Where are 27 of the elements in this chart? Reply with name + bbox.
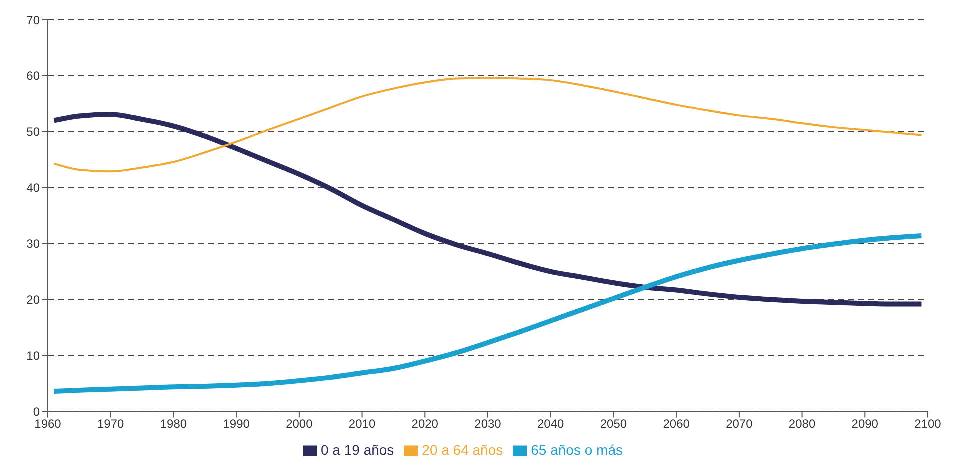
x-tick-label: 2040	[538, 417, 565, 432]
x-tick-label: 2010	[348, 417, 376, 432]
x-tick-label: 2100	[914, 417, 942, 432]
x-tick-label: 2090	[852, 417, 879, 432]
legend-label: 0 a 19 años	[321, 442, 394, 458]
x-tick-label: 2020	[412, 417, 439, 432]
y-tick-label: 10	[26, 349, 40, 364]
x-tick-label: 2060	[663, 417, 690, 432]
y-tick-label: 20	[26, 293, 40, 308]
legend-label: 20 a 64 años	[422, 442, 504, 458]
y-tick-label: 60	[26, 69, 40, 84]
y-tick-label: 70	[26, 13, 40, 28]
y-tick-label: 30	[26, 237, 40, 252]
legend-label: 65 años o más	[531, 442, 623, 458]
x-tick-label: 2070	[726, 417, 754, 432]
x-tick-label: 1980	[160, 417, 188, 432]
x-tick-label: 2030	[474, 417, 502, 432]
y-tick-label: 0	[33, 404, 40, 419]
y-tick-label: 40	[26, 181, 40, 196]
x-tick-label: 1960	[34, 417, 62, 432]
x-tick-label: 2050	[600, 417, 628, 432]
x-tick-label: 2000	[286, 417, 314, 432]
x-tick-label: 1990	[223, 417, 250, 432]
x-tick-label: 2080	[788, 417, 816, 432]
x-tick-label: 1970	[98, 417, 125, 432]
line-series	[53, 77, 923, 173]
y-tick-label: 50	[26, 125, 40, 140]
